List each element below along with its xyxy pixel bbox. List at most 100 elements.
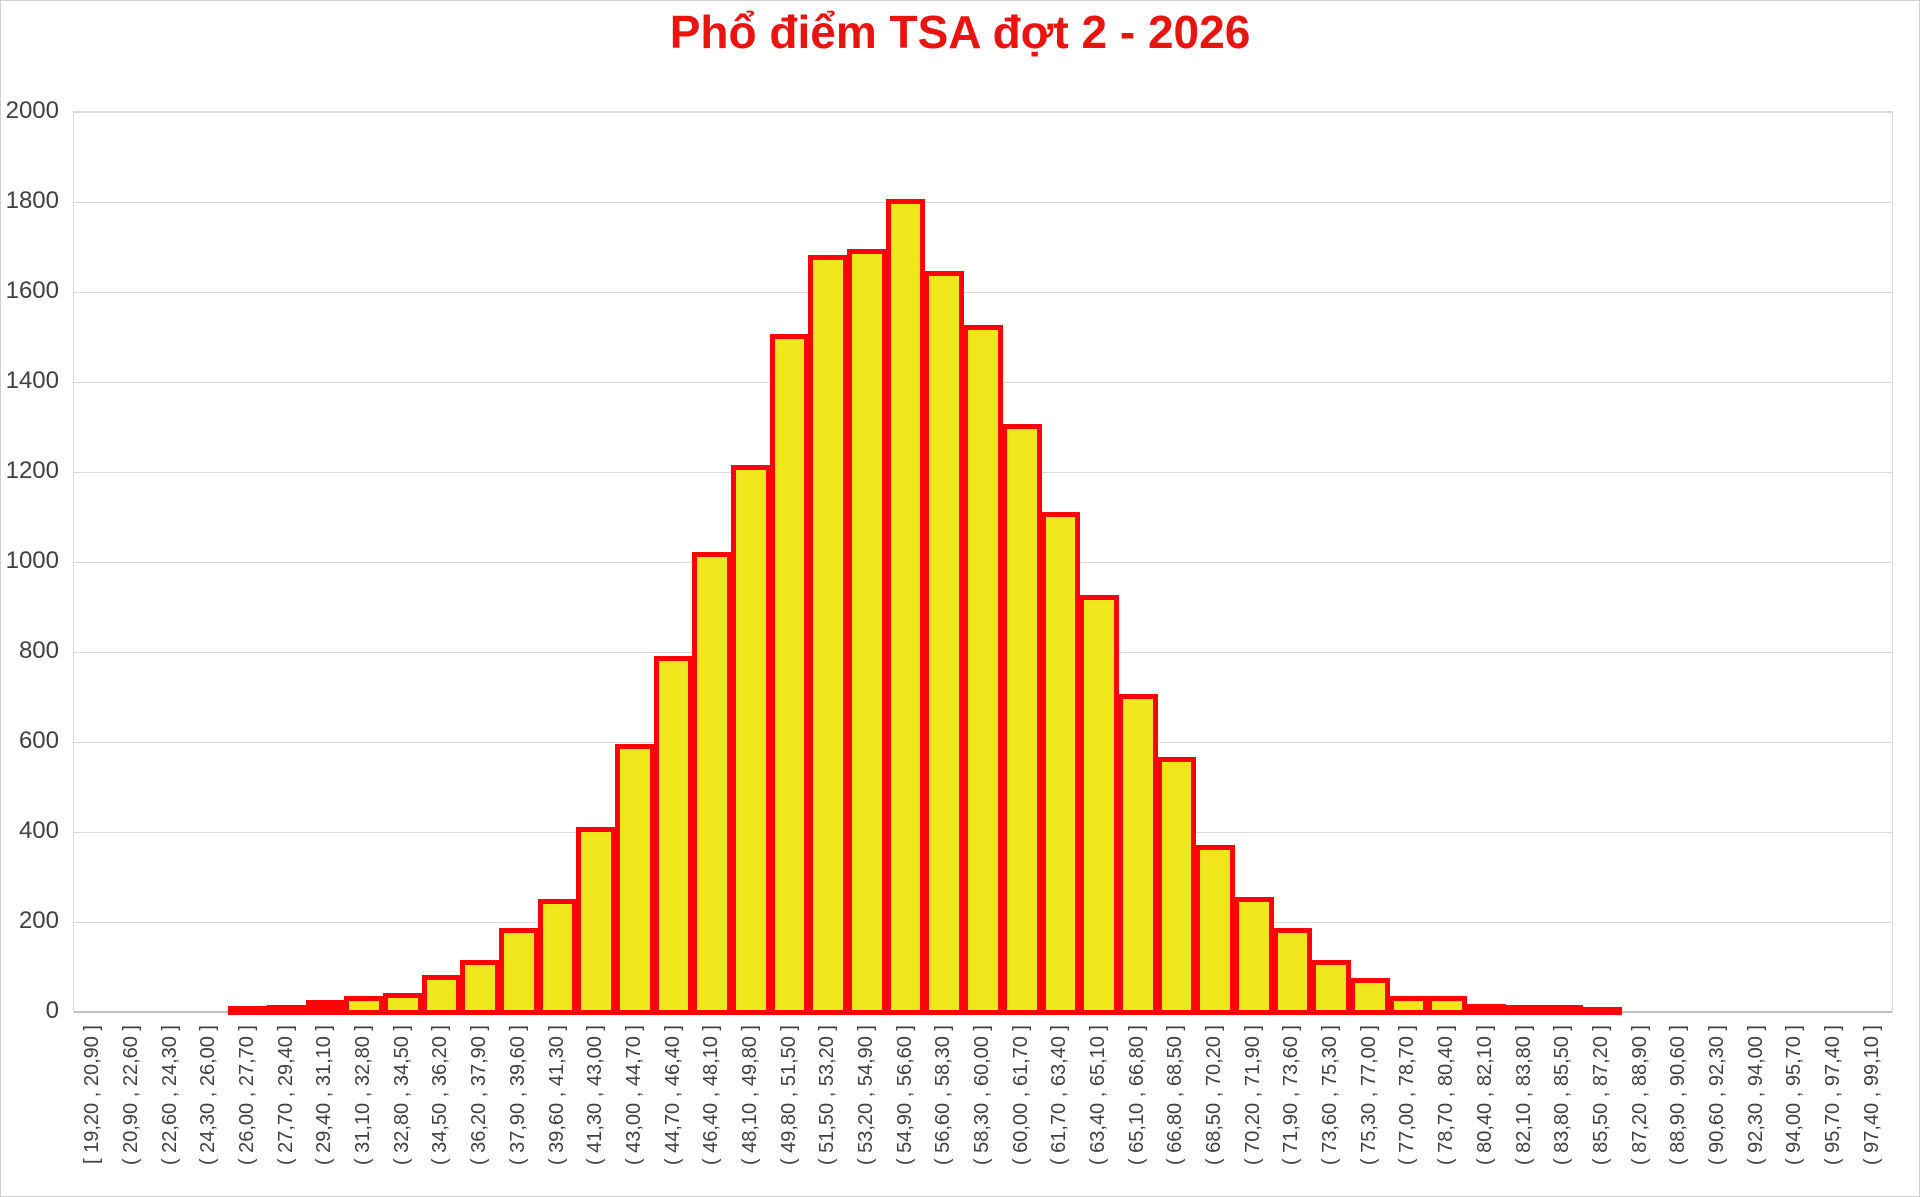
x-axis-label-text: ( 75,30 , 77,00 ] xyxy=(1357,1025,1380,1166)
x-axis-label-text: ( 70,20 , 71,90 ] xyxy=(1241,1025,1264,1166)
x-axis-label-text: ( 39,60 , 41,30 ] xyxy=(545,1025,568,1166)
histogram-bar xyxy=(228,1006,268,1015)
histogram-bar xyxy=(498,928,539,1015)
histogram-bar xyxy=(1543,1005,1584,1015)
y-axis-label: 600 xyxy=(18,727,59,754)
x-axis-label-text: ( 53,20 , 54,90 ] xyxy=(854,1025,877,1166)
x-axis-label-text: ( 66,80 , 68,50 ] xyxy=(1164,1025,1187,1166)
histogram-bar xyxy=(1504,1004,1545,1015)
x-axis-label-text: ( 29,40 , 31,10 ] xyxy=(313,1025,336,1166)
gridline xyxy=(74,202,1892,203)
histogram-bar xyxy=(963,325,1003,1015)
x-axis-label-text: ( 92,30 , 94,00 ] xyxy=(1744,1025,1767,1166)
histogram-bar xyxy=(460,959,500,1015)
histogram-bar xyxy=(1079,595,1119,1015)
x-axis-label-text: ( 43,00 , 44,70 ] xyxy=(622,1025,645,1166)
x-axis-label-text: ( 58,30 , 60,00 ] xyxy=(971,1025,993,1166)
x-axis-label-text: ( 36,20 , 37,90 ] xyxy=(468,1025,491,1166)
histogram-bar xyxy=(1195,844,1235,1015)
y-axis-label: 400 xyxy=(18,817,59,844)
x-axis-label-text: ( 24,30 , 26,00 ] xyxy=(197,1025,220,1166)
y-axis-label: 1400 xyxy=(5,367,59,394)
histogram-bar xyxy=(1582,1006,1622,1015)
x-axis-label-text: ( 83,80 , 85,50 ] xyxy=(1551,1025,1574,1166)
x-axis-label-text: ( 49,80 , 51,50 ] xyxy=(777,1025,800,1166)
histogram-bar xyxy=(421,975,462,1015)
histogram-bar xyxy=(924,271,965,1015)
x-axis-label-text: ( 63,40 , 65,10 ] xyxy=(1087,1025,1110,1166)
histogram-bar xyxy=(1466,1003,1506,1015)
histogram-bar xyxy=(885,199,926,1015)
x-axis-label-text: ( 78,70 , 80,40 ] xyxy=(1435,1025,1458,1166)
x-axis-label-text: ( 65,10 , 66,80 ] xyxy=(1125,1025,1148,1166)
y-axis-label: 0 xyxy=(45,997,59,1024)
histogram-bar xyxy=(1388,995,1429,1015)
histogram-bar xyxy=(1001,424,1042,1015)
histogram-bar xyxy=(1117,694,1158,1015)
histogram-bar xyxy=(1311,959,1351,1015)
histogram-bar xyxy=(1427,995,1467,1015)
x-axis-label-text: ( 71,90 , 73,60 ] xyxy=(1280,1025,1303,1166)
histogram-bar xyxy=(847,248,887,1015)
x-axis-label-text: ( 88,90 , 90,60 ] xyxy=(1667,1025,1690,1166)
x-axis-label-text: ( 32,80 , 34,50 ] xyxy=(390,1025,413,1166)
x-axis-label-text: ( 44,70 , 46,40 ] xyxy=(661,1025,684,1166)
x-axis-label-text: ( 31,10 , 32,80 ] xyxy=(352,1025,375,1166)
x-axis-label-text: ( 97,40 , 99,10 ] xyxy=(1860,1025,1883,1166)
gridline xyxy=(74,112,1892,113)
gridline xyxy=(74,292,1892,293)
x-axis-label-text: ( 56,60 , 58,30 ] xyxy=(932,1025,955,1166)
x-axis-label-text: ( 94,00 , 95,70 ] xyxy=(1783,1025,1806,1166)
y-axis-label: 1000 xyxy=(5,547,59,574)
histogram-bar xyxy=(537,898,578,1015)
x-axis-label-text: ( 61,70 , 63,40 ] xyxy=(1048,1025,1071,1166)
histogram-bar xyxy=(266,1004,307,1015)
histogram-bar xyxy=(808,255,849,1015)
histogram-bar xyxy=(305,1000,346,1015)
y-axis-label: 1800 xyxy=(5,187,59,214)
histogram-bar xyxy=(1156,757,1197,1015)
histogram-bar xyxy=(615,743,655,1015)
histogram-bar xyxy=(1040,511,1081,1015)
x-axis-label-text: ( 54,90 , 56,60 ] xyxy=(893,1025,916,1166)
x-axis-label-text: ( 46,40 , 48,10 ] xyxy=(700,1025,723,1166)
x-axis-label-text: ( 73,60 , 75,30 ] xyxy=(1319,1025,1342,1166)
x-axis-label-text: ( 68,50 , 70,20 ] xyxy=(1203,1025,1226,1166)
x-axis-label-text: ( 85,50 , 87,20 ] xyxy=(1589,1025,1612,1166)
x-axis-label-text: ( 90,60 , 92,30 ] xyxy=(1705,1025,1728,1166)
x-axis-label-text: ( 82,10 , 83,80 ] xyxy=(1512,1025,1535,1166)
x-axis-label-text: ( 80,40 , 82,10 ] xyxy=(1473,1025,1496,1166)
chart-title: Phổ điểm TSA đợt 2 - 2026 xyxy=(669,6,1251,58)
histogram-bar xyxy=(576,826,617,1015)
histogram-bar xyxy=(1349,977,1390,1015)
x-axis-label-text: ( 34,50 , 36,20 ] xyxy=(429,1025,452,1166)
x-axis-label-text: ( 27,70 , 29,40 ] xyxy=(274,1025,297,1166)
histogram-bar xyxy=(344,996,384,1015)
histogram-bar xyxy=(1233,896,1274,1015)
x-axis-label-text: ( 37,90 , 39,60 ] xyxy=(506,1025,529,1166)
histogram-bar xyxy=(653,655,694,1015)
x-axis-label-text: ( 41,30 , 43,00 ] xyxy=(584,1025,607,1166)
histogram-bar xyxy=(692,552,733,1015)
y-axis-label: 1200 xyxy=(5,457,59,484)
x-axis-label-text: ( 51,50 , 53,20 ] xyxy=(816,1025,839,1166)
x-axis-label-text: ( 26,00 , 27,70 ] xyxy=(236,1025,259,1166)
x-axis-label-text: [ 19,20 , 20,90 ] xyxy=(81,1025,104,1164)
x-axis-label-text: ( 48,10 , 49,80 ] xyxy=(738,1025,761,1166)
x-axis-label-text: ( 60,00 , 61,70 ] xyxy=(1009,1025,1032,1166)
histogram-bar xyxy=(769,334,810,1015)
y-axis-label: 1600 xyxy=(5,277,59,304)
x-axis-label-text: ( 20,90 , 22,60 ] xyxy=(120,1025,143,1166)
histogram-bar xyxy=(731,464,771,1015)
x-axis-label-text: ( 77,00 , 78,70 ] xyxy=(1396,1025,1419,1166)
x-axis-label-text: ( 87,20 , 88,90 ] xyxy=(1628,1025,1651,1166)
plot-area xyxy=(73,111,1893,1015)
x-axis-label-text: ( 95,70 , 97,40 ] xyxy=(1821,1025,1844,1166)
y-axis-label: 2000 xyxy=(5,97,59,124)
y-axis-label: 200 xyxy=(18,907,59,934)
x-axis-label-text: ( 22,60 , 24,30 ] xyxy=(158,1025,181,1166)
histogram-bar xyxy=(382,993,423,1015)
histogram-bar xyxy=(1272,928,1313,1015)
y-axis-label: 800 xyxy=(18,637,59,664)
